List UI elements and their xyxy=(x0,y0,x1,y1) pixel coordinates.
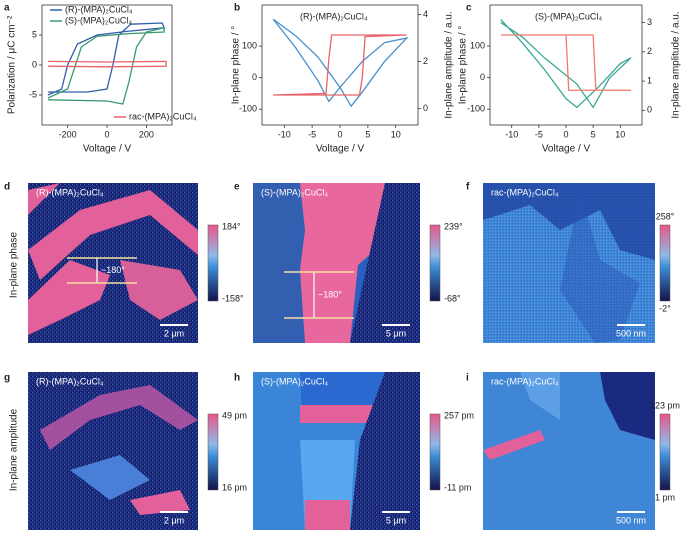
plot-area xyxy=(261,4,419,126)
colorbar-min: -11 pm xyxy=(444,482,471,492)
x-axis-label: Voltage / V xyxy=(316,144,365,155)
x-tick-label: 5 xyxy=(365,129,370,139)
chart-title: (S)-(MPA)₂CuCl₄ xyxy=(535,11,602,21)
legend-label: (S)-(MPA)₂CuCl₄ xyxy=(65,15,132,25)
y2-tick-label: 4 xyxy=(423,9,428,19)
colorbar xyxy=(429,224,441,302)
image-title: rac-(MPA)₂CuCl₄ xyxy=(491,376,559,386)
image-d xyxy=(28,183,198,343)
legend-label: (R)-(MPA)₂CuCl₄ xyxy=(65,4,133,14)
panel-label: f xyxy=(466,182,470,193)
colorbar-min: -2° xyxy=(659,303,671,313)
row-label: In-plane phase xyxy=(9,231,20,298)
scale-bar-label: 500 nm xyxy=(616,328,646,338)
colorbar xyxy=(659,413,671,491)
y-tick-label: 100 xyxy=(242,40,257,50)
y-tick-label: 0 xyxy=(32,59,37,69)
image-e xyxy=(253,183,420,343)
colorbar-max: 257 pm xyxy=(444,410,474,420)
y2-tick-label: 0 xyxy=(423,103,428,113)
colorbar-min: -68° xyxy=(444,293,461,303)
panel-label: c xyxy=(466,3,472,14)
series-line xyxy=(500,34,632,91)
scale-bar-label: 5 μm xyxy=(386,515,406,525)
y2-tick-label: 1 xyxy=(647,75,652,85)
x-tick-label: -10 xyxy=(278,129,291,139)
colorbar-min: 16 pm xyxy=(222,482,247,492)
colorbar xyxy=(207,224,219,302)
panel-label: g xyxy=(4,373,10,384)
panel-label: b xyxy=(234,3,240,14)
image-title: (S)-(MPA)₂CuCl₄ xyxy=(261,376,328,386)
x-axis-label: Voltage / V xyxy=(83,144,132,155)
series-line xyxy=(47,22,166,96)
colorbar xyxy=(429,413,441,491)
annotation: ~180° xyxy=(318,289,342,299)
image-title: (R)-(MPA)₂CuCl₄ xyxy=(36,187,104,197)
panel-label: d xyxy=(4,182,10,193)
y-axis-label: In-plane phase / ° xyxy=(458,26,469,105)
series-line xyxy=(273,34,407,96)
colorbar-max: 184° xyxy=(222,221,241,231)
series-line xyxy=(272,18,409,108)
panel-label: i xyxy=(466,373,469,384)
image-g xyxy=(28,372,198,530)
y2-axis-label: In-plane amplitude / a.u. xyxy=(671,11,682,118)
scale-bar-label: 500 nm xyxy=(616,515,646,525)
scale-bar-label: 2 μm xyxy=(164,515,184,525)
y-tick-label: -5 xyxy=(29,89,37,99)
series-line xyxy=(500,19,632,109)
panel-label: h xyxy=(234,373,240,384)
y2-tick-label: 3 xyxy=(647,17,652,27)
y2-axis-label: In-plane amplitude / a.u. xyxy=(444,11,455,118)
image-title: (R)-(MPA)₂CuCl₄ xyxy=(36,376,104,386)
colorbar xyxy=(659,224,671,302)
x-axis-label: Voltage / V xyxy=(542,144,591,155)
row-label: In-plane amplitude xyxy=(9,408,20,491)
y-tick-label: 0 xyxy=(252,72,257,82)
x-tick-label: 10 xyxy=(391,129,401,139)
panel-label: a xyxy=(4,3,10,14)
x-tick-label: 0 xyxy=(337,129,342,139)
y2-tick-label: 0 xyxy=(647,105,652,115)
chart-title: (R)-(MPA)₂CuCl₄ xyxy=(300,11,368,21)
colorbar-max: 123 pm xyxy=(650,400,680,410)
scale-bar-label: 2 μm xyxy=(164,328,184,338)
colorbar-max: 239° xyxy=(444,221,463,231)
annotation: ~180° xyxy=(101,265,125,275)
colorbar-min: 1 pm xyxy=(655,492,675,502)
image-f xyxy=(483,183,655,343)
image-title: rac-(MPA)₂CuCl₄ xyxy=(491,187,559,197)
x-tick-label: 0 xyxy=(563,129,568,139)
x-tick-label: -10 xyxy=(505,129,518,139)
series-line xyxy=(47,60,167,68)
y-axis-label: Polarization / μC cm⁻² xyxy=(7,15,18,114)
legend-label: rac-(MPA)₂CuCl₄ xyxy=(129,111,197,121)
scale-bar-label: 5 μm xyxy=(386,328,406,338)
x-tick-label: 5 xyxy=(591,129,596,139)
x-tick-label: 10 xyxy=(615,129,625,139)
colorbar-max: 258° xyxy=(656,211,675,221)
image-title: (S)-(MPA)₂CuCl₄ xyxy=(261,187,328,197)
colorbar xyxy=(207,413,219,491)
x-tick-label: 0 xyxy=(104,129,109,139)
y-axis-label: In-plane phase / ° xyxy=(231,26,242,105)
x-tick-label: -5 xyxy=(308,129,316,139)
y-tick-label: 5 xyxy=(32,29,37,39)
y-tick-label: -100 xyxy=(467,104,485,114)
colorbar-min: -158° xyxy=(222,293,244,303)
y-tick-label: 100 xyxy=(470,40,485,50)
y-tick-label: -100 xyxy=(239,104,257,114)
image-i xyxy=(483,372,655,530)
x-tick-label: -5 xyxy=(535,129,543,139)
colorbar-max: 49 pm xyxy=(222,410,247,420)
y2-tick-label: 2 xyxy=(423,56,428,66)
image-h xyxy=(253,372,420,530)
x-tick-label: 200 xyxy=(139,129,154,139)
panel-label: e xyxy=(234,182,240,193)
y2-tick-label: 2 xyxy=(647,46,652,56)
y-tick-label: 0 xyxy=(480,72,485,82)
x-tick-label: -200 xyxy=(59,129,77,139)
